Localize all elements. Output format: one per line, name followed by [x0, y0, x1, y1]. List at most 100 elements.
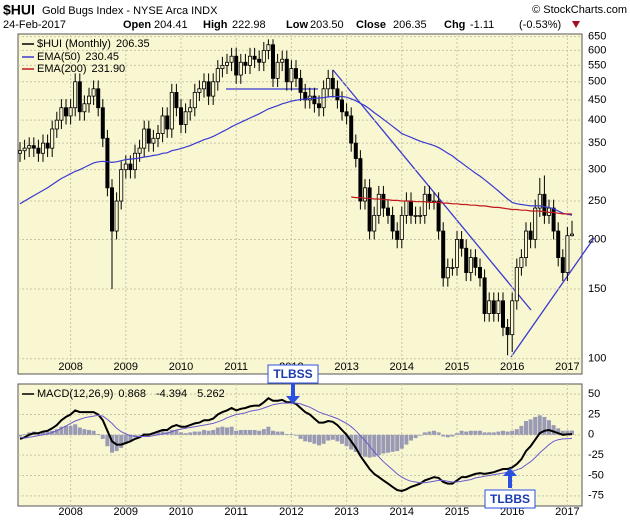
- histogram-bar: [386, 434, 390, 453]
- y-tick-label: 150: [588, 283, 606, 295]
- histogram-bar: [96, 434, 101, 435]
- y-tick-label: 200: [588, 233, 606, 245]
- candle-body: [487, 300, 492, 314]
- histogram-bar: [27, 432, 32, 435]
- histogram-bar: [487, 432, 492, 435]
- candle-body: [367, 187, 372, 232]
- date: 24-Feb-2017: [3, 19, 66, 31]
- histogram-bar: [560, 430, 565, 435]
- histogram-bar: [110, 434, 114, 453]
- x-tick-label: 2015: [445, 506, 469, 518]
- y-tick-label: 25: [588, 408, 600, 420]
- candle-body: [482, 277, 487, 314]
- annotation-arrowhead: [286, 396, 300, 404]
- histogram-bar: [473, 430, 478, 435]
- candle-body: [77, 81, 82, 113]
- histogram-bar: [18, 434, 22, 437]
- candle-body: [229, 55, 234, 63]
- histogram-bar: [432, 430, 436, 435]
- candle-body: [151, 137, 156, 144]
- histogram-bar: [307, 434, 312, 443]
- y-tick-label: 500: [588, 76, 606, 88]
- histogram-bar: [482, 432, 487, 435]
- histogram-bar: [372, 434, 377, 457]
- candle-body: [91, 88, 96, 97]
- y-tick-label: 400: [588, 114, 606, 126]
- candle-body: [496, 300, 501, 314]
- candle-body: [146, 128, 151, 144]
- y-tick-label: 650: [588, 31, 606, 43]
- histogram-bar: [445, 434, 450, 438]
- histogram-bar: [91, 430, 96, 435]
- histogram-bar: [570, 430, 574, 435]
- candle-body: [326, 77, 331, 90]
- x-tick-label: 2016: [500, 361, 524, 373]
- candle-body: [270, 44, 275, 79]
- histogram-bar: [455, 433, 459, 435]
- trend-line: [332, 69, 532, 311]
- candle-body: [454, 239, 459, 268]
- symbol: $HUI: [3, 2, 35, 18]
- y-tick-label: -25: [588, 449, 604, 461]
- x-tick-label: 2011: [224, 506, 248, 518]
- histogram-bar: [537, 415, 542, 435]
- histogram-bar: [556, 428, 561, 435]
- candle-body: [372, 214, 377, 232]
- histogram-bar: [340, 434, 344, 444]
- candle-body: [82, 103, 87, 113]
- histogram-bar: [22, 434, 27, 435]
- candle-body: [64, 107, 69, 117]
- y-tick-label: -50: [588, 469, 604, 481]
- candle-body: [31, 145, 36, 149]
- candle-body: [252, 55, 257, 60]
- candle-body: [188, 107, 193, 113]
- candle-body: [68, 107, 73, 117]
- candle-body: [330, 77, 335, 90]
- histogram-bar: [114, 434, 119, 452]
- histogram-bar: [459, 430, 464, 435]
- legend-value: 206.35: [116, 38, 150, 50]
- candle-body: [551, 207, 556, 232]
- histogram-bar: [234, 430, 239, 435]
- candle-body: [344, 111, 349, 117]
- histogram-bar: [238, 429, 243, 435]
- quote-value: 222.98: [232, 19, 266, 31]
- histogram-bar: [478, 430, 482, 435]
- quote-value: 206.35: [393, 19, 427, 31]
- candle-body: [445, 267, 450, 279]
- histogram-bar: [505, 431, 510, 435]
- quote-label: Low: [286, 19, 308, 31]
- candle-body: [464, 247, 469, 273]
- candle-body: [59, 107, 64, 121]
- y-tick-label: 300: [588, 164, 606, 176]
- histogram-bar: [381, 434, 386, 454]
- candle-body: [289, 68, 294, 83]
- candle-body: [243, 61, 248, 66]
- histogram-bar: [565, 430, 570, 435]
- histogram-bar: [45, 431, 50, 435]
- candle-body: [280, 58, 285, 63]
- candle-body: [459, 239, 464, 249]
- ema-line: [351, 196, 573, 215]
- candle-body: [215, 68, 220, 83]
- histogram-bar: [169, 429, 174, 435]
- histogram-bar: [82, 429, 87, 435]
- candle-body: [514, 267, 519, 302]
- quote-value: -1.11: [470, 19, 494, 31]
- candle-body: [298, 77, 303, 93]
- candle-body: [339, 99, 344, 113]
- candle-body: [376, 193, 381, 216]
- candle-body: [169, 92, 174, 130]
- histogram-bar: [514, 429, 519, 435]
- histogram-bar: [100, 434, 105, 439]
- histogram-bar: [128, 434, 133, 441]
- candle-body: [450, 267, 455, 269]
- histogram-bar: [441, 434, 446, 437]
- candle-body: [114, 200, 119, 232]
- candle-body: [192, 92, 197, 109]
- x-tick-label: 2009: [114, 361, 138, 373]
- y-tick-label: 450: [588, 94, 606, 106]
- candle-body: [275, 61, 280, 79]
- histogram-bar: [137, 434, 142, 436]
- candle-body: [418, 214, 423, 217]
